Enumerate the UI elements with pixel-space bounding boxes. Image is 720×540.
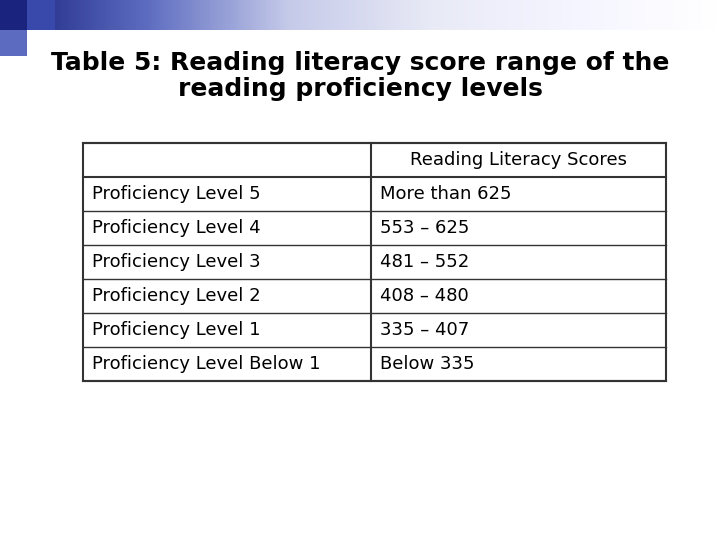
- Text: Proficiency Level 4: Proficiency Level 4: [92, 219, 261, 237]
- Text: More than 625: More than 625: [380, 185, 512, 203]
- Text: Proficiency Level 2: Proficiency Level 2: [92, 287, 261, 305]
- Text: 408 – 480: 408 – 480: [380, 287, 469, 305]
- Text: Below 335: Below 335: [380, 355, 474, 373]
- Text: Proficiency Level Below 1: Proficiency Level Below 1: [92, 355, 320, 373]
- Text: Proficiency Level 3: Proficiency Level 3: [92, 253, 261, 271]
- Text: Reading Literacy Scores: Reading Literacy Scores: [410, 151, 627, 169]
- Text: 481 – 552: 481 – 552: [380, 253, 469, 271]
- Text: Proficiency Level 5: Proficiency Level 5: [92, 185, 261, 203]
- Text: 335 – 407: 335 – 407: [380, 321, 469, 339]
- Text: 553 – 625: 553 – 625: [380, 219, 469, 237]
- Text: reading proficiency levels: reading proficiency levels: [178, 77, 542, 100]
- Text: Table 5: Reading literacy score range of the: Table 5: Reading literacy score range of…: [51, 51, 669, 75]
- Text: Proficiency Level 1: Proficiency Level 1: [92, 321, 261, 339]
